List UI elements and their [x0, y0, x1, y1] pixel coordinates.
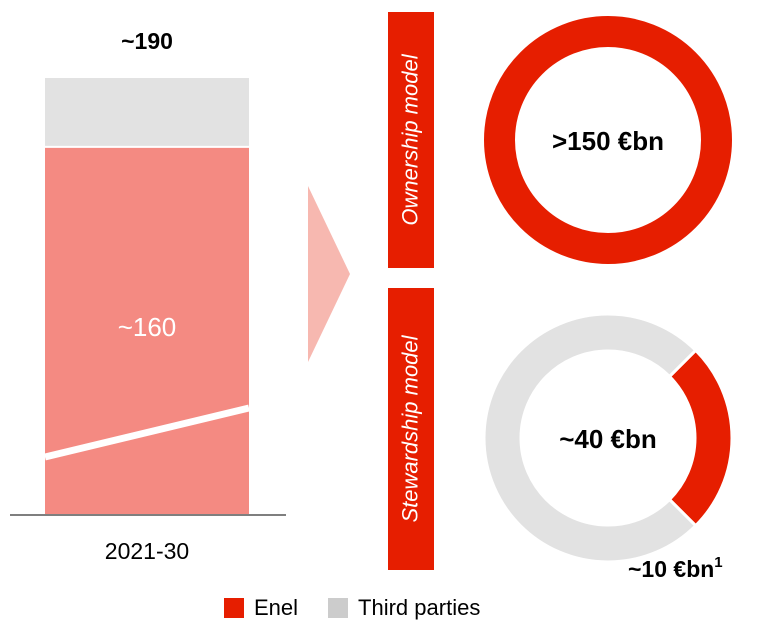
ownership-model-tag: Ownership model	[388, 12, 434, 268]
legend-label-enel: Enel	[254, 595, 299, 620]
x-axis-tick-label: 2021-30	[104, 538, 190, 564]
legend-item-third-parties: Third parties	[328, 595, 480, 621]
legend-item-enel: Enel	[224, 595, 298, 621]
bar-segment-third-parties	[45, 78, 249, 147]
donut-slice-third-parties	[482, 312, 698, 564]
bar-total-label: ~190	[121, 28, 173, 54]
legend-swatch-third-parties	[328, 598, 349, 618]
ownership-center-label: >150 €bn	[551, 126, 664, 156]
stewardship-center-label: ~40 €bn	[559, 424, 657, 454]
legend-label-third-parties: Third parties	[358, 595, 481, 620]
donut-slice-enel	[484, 16, 732, 264]
bar-segment-enel	[45, 146, 249, 514]
stewardship-enel-slice-label: ~10 €bn1	[628, 554, 723, 582]
legend-swatch-enel	[224, 598, 244, 618]
ownership-donut-chart	[484, 16, 732, 264]
stewardship-donut-chart	[482, 312, 734, 564]
stewardship-model-tag: Stewardship model	[388, 288, 434, 570]
capex-bar-chart	[10, 78, 286, 516]
ownership-model-label: Ownership model	[398, 54, 423, 226]
bar-enel-value-label: ~160	[117, 312, 177, 342]
bar-diagonal-split	[44, 404, 250, 461]
legend: Enel Third parties	[224, 594, 500, 622]
footnote-marker: 1	[714, 554, 723, 571]
stewardship-model-label: Stewardship model	[398, 335, 424, 523]
arrow-right-icon	[308, 186, 350, 362]
